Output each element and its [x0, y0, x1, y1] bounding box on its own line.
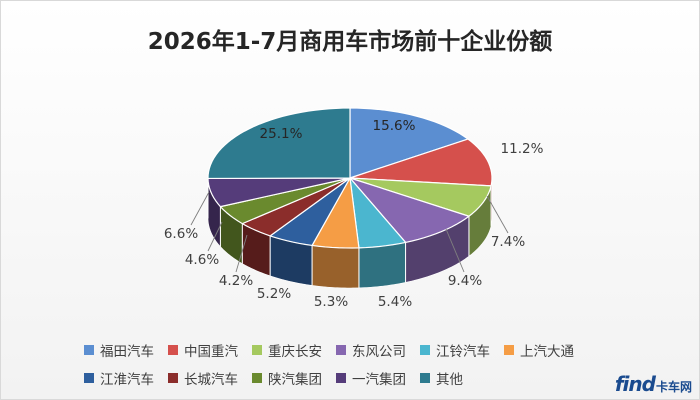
leader-line-9: [190, 191, 210, 226]
pie-slice-4: [349, 177, 407, 249]
pie-slice-5: [311, 177, 360, 249]
legend-label: 一汽集团: [352, 372, 406, 388]
legend-item: 东风公司: [336, 340, 406, 360]
legend-item: 陕汽集团: [252, 368, 322, 388]
legend-item: 福田汽车: [84, 340, 154, 360]
data-label-10: 25.1%: [260, 126, 303, 142]
data-label-1: 11.2%: [501, 141, 544, 157]
pie-slice-side-4: [358, 242, 406, 289]
legend-label: 中国重汽: [184, 344, 238, 360]
legend-swatch: [420, 373, 430, 383]
legend-swatch: [336, 345, 346, 355]
pie-slice-1: [349, 138, 493, 187]
chart-title: 2026年1-7月商用车市场前十企业份额: [147, 29, 553, 55]
legend-swatch: [168, 373, 178, 383]
watermark-latin: find: [614, 372, 656, 396]
pie-slice-6: [269, 177, 351, 247]
legend-swatch: [420, 345, 430, 355]
legend-item: 一汽集团: [336, 368, 406, 388]
legend-row: 江淮汽车 长城汽车 陕汽集团 一汽集团 其他: [84, 364, 644, 392]
legend-label: 上汽大通: [520, 344, 574, 360]
data-label-6: 5.2%: [257, 286, 291, 302]
legend-label: 其他: [436, 372, 463, 388]
legend-swatch: [252, 345, 262, 355]
data-label-2: 7.4%: [491, 234, 525, 250]
legend-item: 长城汽车: [168, 368, 238, 388]
data-label-4: 5.4%: [378, 294, 412, 310]
legend-swatch: [84, 345, 94, 355]
data-label-5: 5.3%: [314, 294, 348, 310]
pie-slice-2: [349, 177, 492, 217]
data-label-9: 6.6%: [164, 226, 198, 242]
legend-item: 其他: [420, 368, 463, 388]
pie-slice-8: [219, 177, 351, 225]
legend-swatch: [84, 373, 94, 383]
legend-item: 重庆长安: [252, 340, 322, 360]
legend-item: 上汽大通: [504, 340, 574, 360]
legend-label: 东风公司: [352, 344, 406, 360]
pie-slice-7: [241, 177, 351, 237]
leader-line-8: [207, 221, 223, 252]
data-label-7: 4.2%: [219, 273, 253, 289]
pie-top: [207, 107, 493, 249]
watermark-cn: 卡车网: [655, 380, 692, 394]
data-label-0: 15.6%: [373, 118, 416, 134]
data-label-3: 9.4%: [448, 273, 482, 289]
pie-slice-3: [349, 177, 470, 244]
chart-legend: 福田汽车 中国重汽 重庆长安 东风公司 江铃汽车 上汽大通江淮汽车 长城汽车 陕汽集团 一汽集团…: [84, 336, 644, 392]
legend-swatch: [252, 373, 262, 383]
legend-item: 中国重汽: [168, 340, 238, 360]
leader-line-3: [445, 228, 465, 273]
legend-swatch: [504, 345, 514, 355]
pie-labels: 15.6% 11.2% 7.4% 9.4% 5.4% 5.3% 5.2%4.2%4.6% 6.…: [164, 118, 544, 310]
watermark-logo: find卡车网: [615, 372, 692, 396]
data-label-8: 4.6%: [185, 252, 219, 268]
legend-label: 陕汽集团: [268, 372, 322, 388]
legend-item: 江铃汽车: [420, 340, 490, 360]
legend-swatch: [336, 373, 346, 383]
leader-line-7: [235, 234, 248, 273]
legend-row: 福田汽车 中国重汽 重庆长安 东风公司 江铃汽车 上汽大通: [84, 336, 644, 364]
pie-slice-9: [207, 177, 351, 208]
pie-sides: [207, 178, 493, 289]
pie-slice-0: [349, 107, 469, 179]
legend-swatch: [168, 345, 178, 355]
pie-slice-side-5: [311, 245, 360, 289]
legend-label: 江铃汽车: [436, 344, 490, 360]
legend-label: 重庆长安: [268, 344, 322, 360]
pie-slice-10: [207, 107, 351, 180]
legend-item: 江淮汽车: [84, 368, 154, 388]
legend-label: 长城汽车: [184, 372, 238, 388]
legend-label: 福田汽车: [100, 344, 154, 360]
leader-line-2: [486, 195, 509, 234]
legend-label: 江淮汽车: [100, 372, 154, 388]
